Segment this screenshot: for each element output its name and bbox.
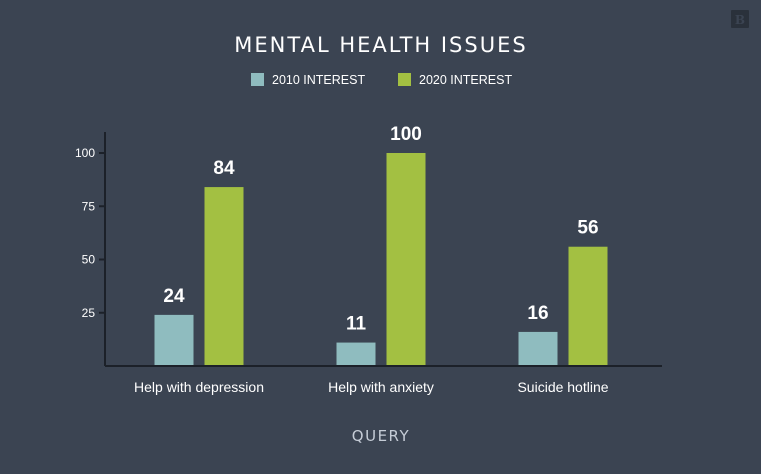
bar-2010-2 — [518, 331, 558, 366]
legend-swatch-2010 — [251, 73, 264, 86]
chart-legend: 2010 INTEREST 2020 INTEREST — [251, 73, 512, 87]
data-label-2010-0: 24 — [163, 286, 185, 307]
bar-2010-0 — [154, 314, 194, 366]
data-labels-group: 24 84 11 100 16 56 — [163, 124, 598, 335]
y-axis-ticks: 25 50 75 100 — [75, 146, 105, 320]
category-label-2: Suicide hotline — [517, 379, 608, 395]
data-label-2020-0: 84 — [213, 158, 235, 179]
category-label-0: Help with depression — [134, 379, 264, 395]
category-label-1: Help with anxiety — [328, 379, 434, 395]
legend-label-2020: 2020 INTEREST — [419, 73, 512, 87]
y-tick-label-100: 100 — [75, 146, 95, 160]
bar-2020-0 — [204, 187, 244, 366]
y-tick-label-50: 50 — [82, 253, 96, 267]
x-axis-label: QUERY — [352, 427, 410, 445]
brand-letter: B — [735, 13, 745, 27]
bar-2020-1 — [386, 153, 426, 366]
bars-group — [154, 153, 608, 366]
data-label-2020-2: 56 — [577, 218, 598, 239]
y-tick-label-25: 25 — [82, 306, 96, 320]
bar-2020-2 — [568, 246, 608, 366]
y-tick-label-75: 75 — [82, 199, 96, 213]
data-label-2020-1: 100 — [390, 124, 422, 145]
chart-title: MENTAL HEALTH ISSUES — [234, 33, 527, 57]
bar-2010-1 — [336, 342, 376, 366]
data-label-2010-2: 16 — [527, 303, 548, 324]
legend-swatch-2020 — [398, 73, 411, 86]
data-label-2010-1: 11 — [346, 314, 367, 335]
category-labels-group: Help with depression Help with anxiety Sui… — [134, 379, 609, 395]
legend-label-2010: 2010 INTEREST — [272, 73, 365, 87]
brand-logo-icon: B — [731, 10, 749, 28]
